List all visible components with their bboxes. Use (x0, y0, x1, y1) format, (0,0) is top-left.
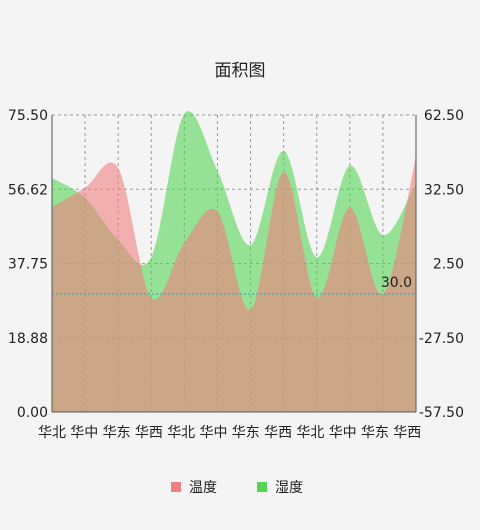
chart-title: 面积图 (215, 61, 266, 81)
legend-item-temperature: 温度 (171, 480, 217, 496)
left-tick-label: 18.88 (8, 331, 48, 347)
right-tick-label: 32.50 (424, 182, 464, 198)
limit-line-label: 30.0 (381, 275, 412, 291)
left-tick-label: 56.62 (8, 182, 48, 198)
legend-swatch (257, 482, 267, 492)
left-axis-ticks: 75.50 56.62 37.75 18.88 0.00 (8, 108, 48, 421)
right-axis-ticks: 62.50 32.50 2.50 -27.50 -57.50 (419, 108, 464, 421)
legend-item-humidity: 湿度 (257, 480, 303, 496)
x-tick-label: 华西 (135, 425, 163, 441)
limit-line-group: 30.0 (52, 275, 416, 295)
right-tick-label: -57.50 (419, 405, 464, 421)
x-tick-label: 华北 (167, 425, 195, 441)
x-tick-label: 华东 (103, 425, 131, 441)
x-tick-label: 华西 (264, 425, 292, 441)
x-tick-label: 华中 (70, 425, 98, 441)
legend: 温度 湿度 (171, 480, 303, 496)
axes (51, 115, 417, 413)
legend-label: 温度 (189, 480, 217, 496)
x-tick-label: 华北 (38, 425, 66, 441)
series-area-temperature (52, 156, 416, 412)
left-tick-label: 0.00 (17, 405, 48, 421)
right-tick-label: 62.50 (424, 108, 464, 124)
x-tick-label: 华东 (232, 425, 260, 441)
left-tick-label: 37.75 (8, 257, 48, 273)
x-tick-label: 华东 (361, 425, 389, 441)
right-tick-label: 2.50 (433, 257, 464, 273)
x-tick-label: 华西 (393, 425, 421, 441)
left-tick-label: 75.50 (8, 108, 48, 124)
x-axis-ticks: 华北 华中 华东 华西 华北 华中 华东 华西 华北 华中 华东 华西 (38, 425, 421, 441)
right-tick-label: -27.50 (419, 331, 464, 347)
x-tick-label: 华北 (296, 425, 324, 441)
legend-swatch (171, 482, 181, 492)
x-tick-label: 华中 (329, 425, 357, 441)
legend-label: 湿度 (275, 480, 303, 496)
series-areas (51, 111, 417, 413)
x-tick-label: 华中 (200, 425, 228, 441)
